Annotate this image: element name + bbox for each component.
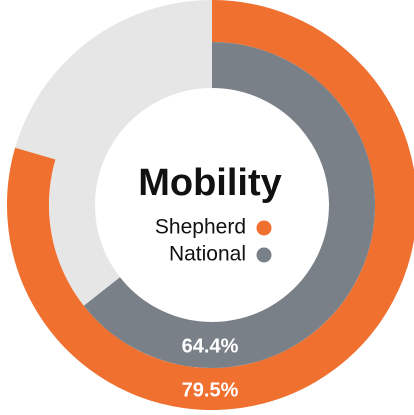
- chart-title: Mobility: [138, 162, 282, 204]
- ring-arc: [7, 0, 414, 410]
- value-label: 79.5%: [182, 379, 239, 401]
- legend-label: Shepherd: [155, 216, 246, 239]
- legend-swatch: [256, 247, 272, 263]
- legend-swatch: [256, 220, 272, 236]
- value-label: 64.4%: [182, 335, 239, 357]
- ring-arc: [83, 42, 375, 368]
- legend-label: National: [169, 243, 246, 266]
